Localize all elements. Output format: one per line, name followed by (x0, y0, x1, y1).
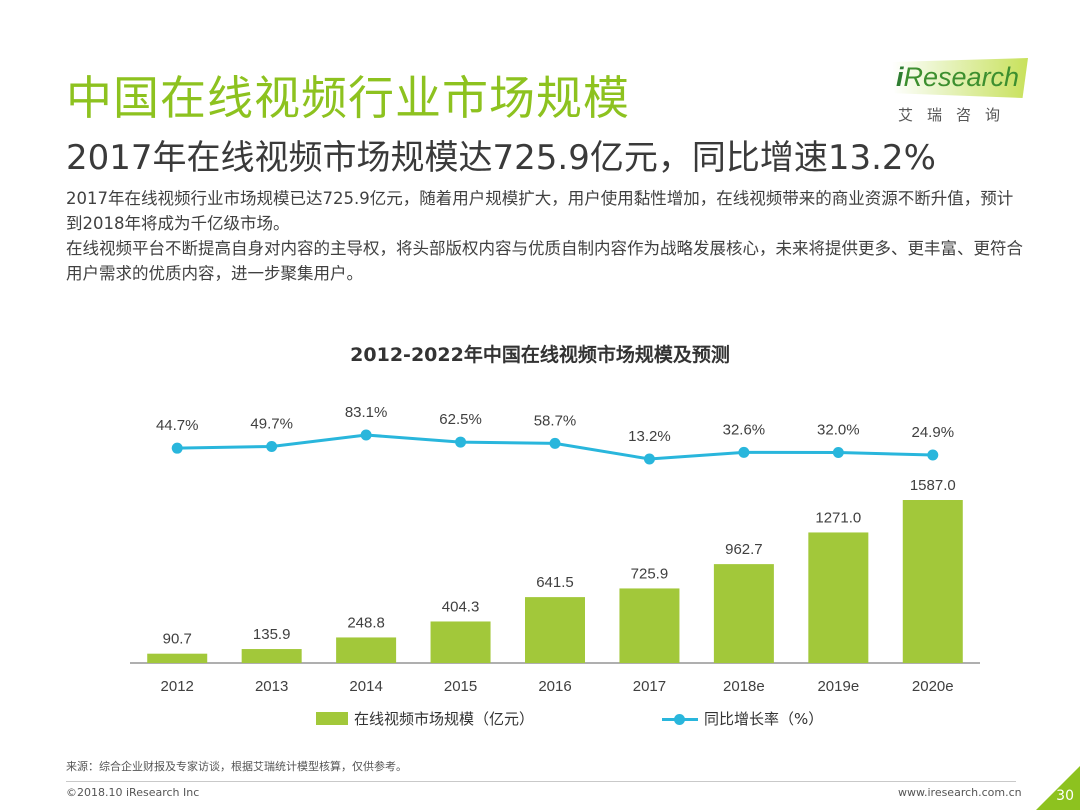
website-url: www.iresearch.com.cn (898, 786, 1022, 799)
bar-2015 (430, 621, 491, 663)
growth-rate-label-2017: 13.2% (628, 428, 671, 445)
bar-value-label-2013: 135.9 (253, 626, 291, 643)
bar-2012 (147, 653, 208, 663)
growth-rate-point-2015 (455, 436, 467, 448)
logo-chinese-name: 艾瑞咨询 (898, 106, 1015, 124)
bar-value-label-2016: 641.5 (536, 574, 574, 591)
growth-rate-point-2016 (549, 437, 561, 449)
x-tick-label-2012: 2012 (161, 678, 194, 695)
legend-item-growth-rate: 同比增长率（%） (662, 708, 823, 729)
source-note: 来源：综合企业财报及专家访谈，根据艾瑞统计模型核算，仅供参考。 (66, 760, 407, 773)
x-tick-label-2014: 2014 (349, 678, 382, 695)
growth-rate-point-2018e (738, 446, 750, 458)
growth-rate-label-2019e: 32.0% (817, 422, 860, 439)
description-paragraph-1: 2017年在线视频行业市场规模已达725.9亿元，随着用户规模扩大，用户使用黏性… (66, 189, 1014, 233)
growth-rate-label-2013: 49.7% (250, 415, 293, 432)
growth-rate-point-2014 (360, 429, 372, 441)
legend-label-market-size: 在线视频市场规模（亿元） (354, 710, 535, 728)
logo-wordmark: iResearch (896, 62, 1019, 93)
description-paragraph-2: 在线视频平台不断提高自身对内容的主导权，将头部版权内容与优质自制内容作为战略发展… (66, 239, 1023, 283)
bar-2019e (808, 532, 869, 663)
x-tick-label-2015: 2015 (444, 678, 477, 695)
x-tick-label-2018e: 2018e (723, 678, 765, 695)
bar-2018e (713, 564, 774, 663)
x-tick-label-2016: 2016 (538, 678, 571, 695)
legend-line-swatch (662, 712, 698, 726)
page-number: 30 (1056, 788, 1074, 804)
x-tick-label-2013: 2013 (255, 678, 288, 695)
growth-rate-point-2019e (832, 447, 844, 459)
bar-2014 (336, 637, 397, 663)
growth-rate-label-2016: 58.7% (534, 412, 577, 429)
bar-value-label-2018e: 962.7 (725, 541, 763, 558)
bar-2020e (902, 500, 963, 663)
bar-value-label-2014: 248.8 (347, 614, 385, 631)
growth-rate-point-2013 (266, 440, 278, 452)
logo-name: Research (903, 62, 1020, 92)
chart-legend: 在线视频市场规模（亿元） 同比增长率（%） (0, 708, 1080, 734)
growth-rate-label-2018e: 32.6% (723, 421, 766, 438)
legend-item-market-size: 在线视频市场规模（亿元） (316, 708, 534, 729)
x-tick-label-2019e: 2019e (817, 678, 859, 695)
description: 2017年在线视频行业市场规模已达725.9亿元，随着用户规模扩大，用户使用黏性… (66, 186, 1026, 286)
legend-bar-swatch (316, 712, 348, 725)
growth-rate-point-2020e (927, 449, 939, 461)
growth-rate-label-2012: 44.7% (156, 417, 199, 434)
page-title: 中国在线视频行业市场规模 (66, 71, 630, 125)
bar-value-label-2012: 90.7 (163, 631, 192, 648)
footer-divider (66, 781, 1016, 782)
x-tick-label-2020e: 2020e (912, 678, 954, 695)
growth-rate-point-2017 (643, 453, 655, 465)
bar-value-label-2015: 404.3 (442, 598, 480, 615)
x-tick-label-2017: 2017 (633, 678, 666, 695)
bar-2017 (619, 588, 680, 663)
bar-2016 (525, 597, 585, 663)
bar-value-label-2020e: 1587.0 (910, 477, 956, 494)
page-subtitle: 2017年在线视频市场规模达725.9亿元，同比增速13.2% (66, 138, 936, 178)
copyright: ©2018.10 iResearch Inc (66, 786, 200, 799)
growth-rate-label-2020e: 24.9% (912, 424, 955, 441)
growth-rate-label-2015: 62.5% (439, 411, 482, 428)
logo-badge (892, 58, 1028, 98)
chart-title: 2012-2022年中国在线视频市场规模及预测 (350, 344, 730, 366)
legend-label-growth-rate: 同比增长率（%） (704, 710, 824, 728)
growth-rate-label-2014: 83.1% (345, 404, 388, 421)
logo-prefix: i (896, 62, 904, 92)
bar-value-label-2017: 725.9 (631, 565, 669, 582)
bar-value-label-2019e: 1271.0 (815, 509, 861, 526)
growth-rate-point-2012 (171, 442, 183, 454)
iresearch-logo: iResearch 艾瑞咨询 (892, 58, 1028, 128)
bar-2013 (241, 649, 302, 663)
